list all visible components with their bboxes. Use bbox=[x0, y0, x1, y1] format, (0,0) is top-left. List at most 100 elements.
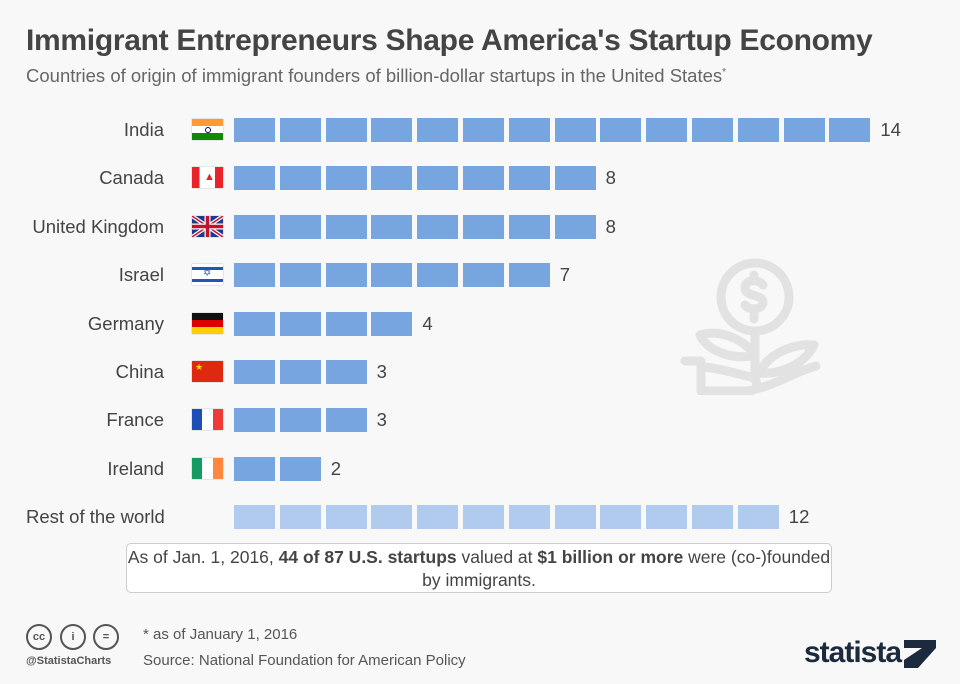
bar-unit bbox=[554, 214, 596, 239]
bar-unit bbox=[463, 166, 504, 191]
canada-flag-icon: ▲ bbox=[192, 167, 223, 189]
china-flag-icon: ★ bbox=[192, 361, 223, 382]
note-text: As of Jan. 1, 2016, bbox=[127, 547, 279, 567]
israel-flag-icon: ✡ bbox=[192, 264, 223, 286]
bar-unit bbox=[600, 505, 642, 530]
bar-unit bbox=[417, 505, 459, 530]
value-label: 4 bbox=[422, 312, 433, 334]
value-label: 7 bbox=[559, 264, 571, 286]
bar-unit bbox=[325, 118, 367, 142]
bar-unit bbox=[554, 505, 596, 530]
bar-unit bbox=[417, 118, 459, 142]
category-label: China bbox=[115, 361, 164, 382]
note-bold-count: 44 of 87 U.S. startups bbox=[278, 547, 457, 567]
money-plant-hand-icon bbox=[680, 258, 821, 395]
bar-row: Rest of the world 12 bbox=[0, 504, 940, 530]
bar-unit bbox=[463, 505, 504, 530]
bar-unit bbox=[600, 118, 642, 142]
value-label: 8 bbox=[605, 215, 616, 237]
statista-logo-mark bbox=[904, 640, 936, 668]
bar-unit bbox=[279, 408, 321, 433]
subtitle-mark: * bbox=[722, 66, 727, 78]
bar-unit bbox=[325, 408, 367, 433]
by-icon[interactable]: i bbox=[60, 624, 86, 650]
bar-unit bbox=[508, 505, 550, 530]
bar-unit bbox=[371, 166, 413, 191]
bar-unit bbox=[737, 505, 779, 530]
category-label: France bbox=[106, 409, 164, 431]
note-text: were (co-)founded by immigrants. bbox=[422, 547, 831, 590]
france-flag-icon bbox=[192, 409, 223, 431]
bar-unit bbox=[325, 214, 367, 239]
uk-flag-icon bbox=[192, 215, 223, 237]
bar-unit bbox=[371, 311, 413, 336]
bar-row: Canada ▲ 8 bbox=[0, 165, 940, 191]
footnote: * as of January 1, 2016 bbox=[143, 626, 298, 643]
value-label: 12 bbox=[788, 506, 810, 528]
bar-unit bbox=[325, 311, 367, 336]
bar-unit bbox=[508, 214, 550, 239]
bar-unit bbox=[508, 118, 550, 142]
statista-handle[interactable]: @StatistaCharts bbox=[26, 655, 112, 667]
bar-unit bbox=[646, 505, 688, 530]
bar-unit bbox=[463, 118, 504, 142]
category-label: Ireland bbox=[107, 457, 164, 479]
bar-unit bbox=[279, 505, 321, 530]
bar-unit bbox=[692, 118, 733, 142]
note-bold-value: $1 billion or more bbox=[537, 547, 684, 567]
source[interactable]: Source: National Foundation for American… bbox=[143, 652, 466, 669]
bar-unit bbox=[234, 456, 275, 481]
bar-unit bbox=[554, 166, 596, 191]
bar-unit bbox=[463, 214, 504, 239]
bar-unit bbox=[463, 263, 504, 288]
bar-unit bbox=[325, 360, 367, 384]
bar-unit bbox=[554, 118, 596, 142]
germany-flag-icon bbox=[192, 312, 223, 334]
category-label: India bbox=[123, 119, 164, 140]
value-label: 3 bbox=[376, 409, 387, 431]
category-label: Israel bbox=[118, 264, 164, 286]
bar-unit bbox=[371, 118, 413, 142]
cc-icon[interactable]: cc bbox=[26, 624, 52, 650]
bar-unit bbox=[417, 214, 459, 239]
category-label: Germany bbox=[87, 312, 164, 334]
value-label: 2 bbox=[330, 457, 342, 479]
bar-unit bbox=[783, 118, 825, 142]
bar-unit bbox=[279, 214, 321, 239]
bar-row: United Kingdom 8 bbox=[0, 214, 940, 240]
bar-unit bbox=[234, 166, 275, 191]
bar-unit bbox=[234, 263, 275, 288]
bar-unit bbox=[279, 166, 321, 191]
bar-row: Germany 4 bbox=[0, 311, 940, 337]
summary-note: As of Jan. 1, 2016, 44 of 87 U.S. startu… bbox=[126, 543, 832, 593]
bar-row: China ★ 3 bbox=[0, 359, 940, 385]
ireland-flag-icon bbox=[192, 457, 223, 479]
bar-unit bbox=[508, 166, 550, 191]
statista-logo[interactable]: statista bbox=[804, 636, 902, 669]
bar-unit bbox=[325, 505, 367, 530]
bar-unit bbox=[737, 118, 779, 142]
category-label: Rest of the world bbox=[26, 506, 165, 528]
bar-unit bbox=[279, 311, 321, 336]
value-label: 3 bbox=[376, 361, 387, 382]
bar-unit bbox=[371, 505, 413, 530]
bar-unit bbox=[829, 118, 871, 142]
bar-row: Israel ✡ 7 bbox=[0, 262, 940, 288]
bar-unit bbox=[234, 505, 275, 530]
bar-row: India 14 bbox=[0, 117, 940, 143]
category-label: United Kingdom bbox=[32, 215, 164, 237]
value-label: 8 bbox=[605, 167, 616, 189]
bar-unit bbox=[417, 166, 459, 191]
bar-unit bbox=[234, 311, 275, 336]
note-text: valued at bbox=[456, 547, 538, 567]
bar-row: France 3 bbox=[0, 407, 940, 433]
bar-unit bbox=[234, 214, 275, 239]
bar-unit bbox=[279, 456, 321, 481]
bar-unit bbox=[371, 263, 413, 288]
nd-icon[interactable]: = bbox=[93, 624, 119, 650]
bar-unit bbox=[325, 166, 367, 191]
value-label: 14 bbox=[880, 119, 901, 140]
chart-subtitle: Countries of origin of immigrant founder… bbox=[26, 65, 936, 87]
chart-title: Immigrant Entrepreneurs Shape America's … bbox=[26, 24, 873, 57]
bar-unit bbox=[325, 263, 367, 288]
